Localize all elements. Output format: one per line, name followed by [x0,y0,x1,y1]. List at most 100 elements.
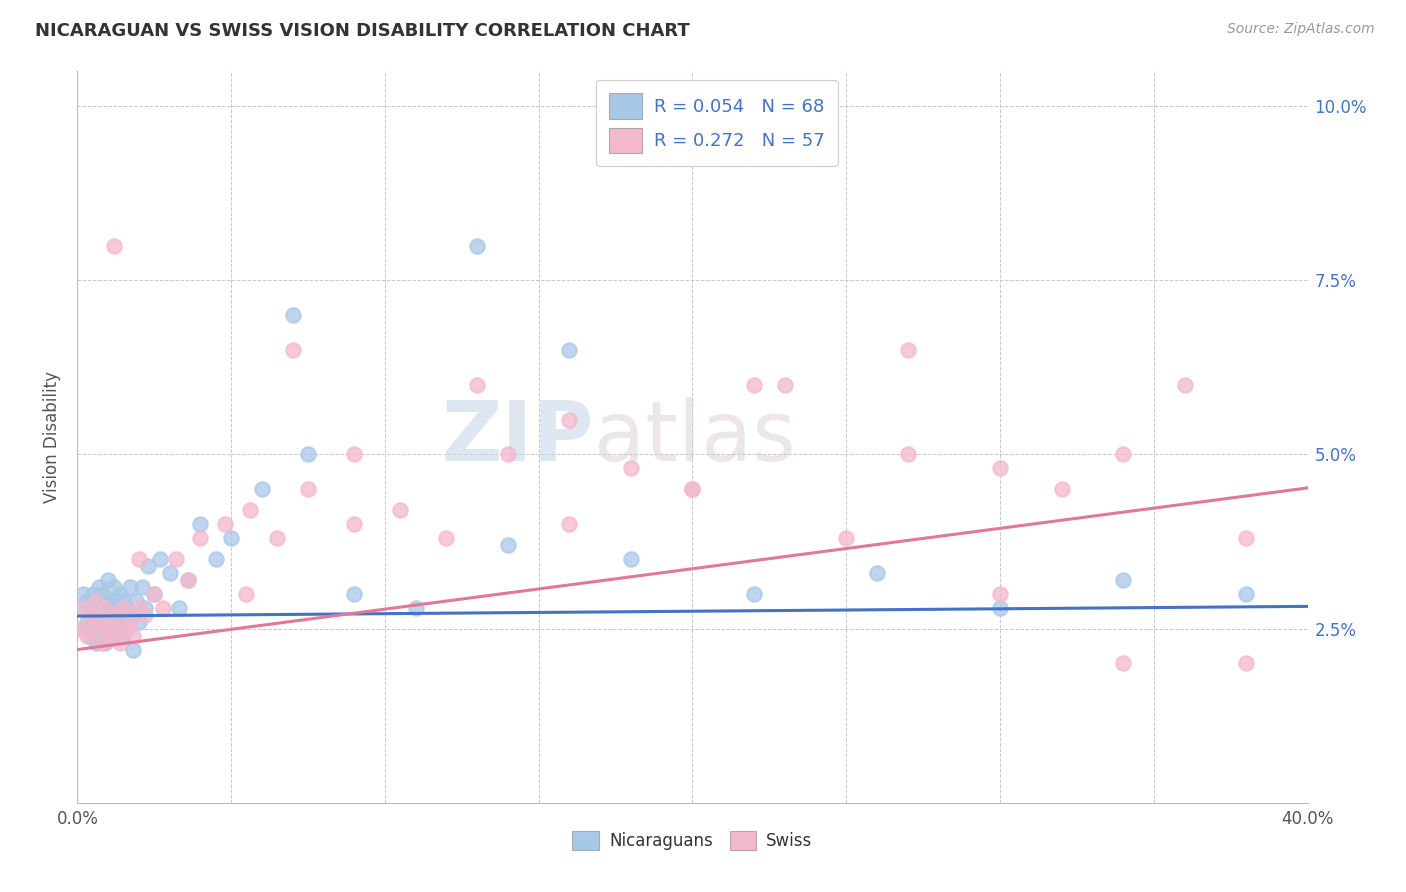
Point [465,238,488,252]
Point [988,600,1011,615]
Point [82,587,104,601]
Point [188,531,212,545]
Point [79,600,101,615]
Point [835,531,858,545]
Point [219,531,242,545]
Point [112,629,135,643]
Point [72,622,94,636]
Point [134,600,156,615]
Point [115,622,138,636]
Point [90,629,114,643]
Point [558,517,581,532]
Point [136,558,159,573]
Point [297,448,319,462]
Point [235,587,257,601]
Point [105,622,128,636]
Point [496,448,519,462]
Point [620,461,643,475]
Point [82,622,104,636]
Point [87,580,110,594]
Point [1050,483,1073,497]
Point [94,600,117,615]
Point [103,594,125,608]
Point [389,503,412,517]
Point [988,461,1011,475]
Point [97,607,120,622]
Legend: Nicaraguans, Swiss: Nicaraguans, Swiss [565,824,820,856]
Point [84,615,107,629]
Point [69,600,91,615]
Point [250,483,273,497]
Point [866,566,889,580]
Point [134,607,156,622]
Point [97,622,120,636]
Point [128,600,150,615]
Point [84,594,107,608]
Point [128,615,150,629]
Point [94,635,117,649]
Point [436,531,458,545]
Point [266,531,288,545]
Point [115,622,138,636]
Point [149,552,172,566]
Point [105,629,128,643]
Point [87,622,110,636]
Point [105,607,128,622]
Point [103,580,125,594]
Point [620,552,643,566]
Point [90,587,114,601]
Point [72,587,94,601]
Point [125,594,148,608]
Point [121,642,143,657]
Point [177,573,200,587]
Point [152,600,174,615]
Point [103,238,125,252]
Text: Source: ZipAtlas.com: Source: ZipAtlas.com [1227,22,1375,37]
Point [143,587,166,601]
Point [118,580,141,594]
Point [118,615,141,629]
Point [103,615,125,629]
Point [1174,377,1197,392]
Point [558,412,581,426]
Point [239,503,262,517]
Y-axis label: Vision Disability: Vision Disability [42,371,60,503]
Point [1234,531,1257,545]
Point [165,552,187,566]
Point [100,629,122,643]
Point [90,607,114,622]
Point [110,587,132,601]
Point [128,552,150,566]
Point [76,594,98,608]
Point [131,580,153,594]
Point [87,615,110,629]
Point [1234,657,1257,671]
Point [79,629,101,643]
Point [343,448,366,462]
Point [97,622,120,636]
Point [79,607,101,622]
Point [742,587,765,601]
Point [100,600,122,615]
Point [773,377,796,392]
Point [897,343,920,357]
Point [76,629,98,643]
Point [204,552,226,566]
Point [97,573,120,587]
Point [143,587,166,601]
Point [1112,657,1135,671]
Point [405,600,427,615]
Text: ZIP: ZIP [441,397,595,477]
Point [110,635,132,649]
Point [742,377,765,392]
Point [84,635,107,649]
Point [496,538,519,552]
Point [82,607,104,622]
Point [103,607,125,622]
Point [90,635,114,649]
Point [100,629,122,643]
Point [115,600,138,615]
Point [682,483,704,497]
Point [82,622,104,636]
Point [281,308,304,322]
